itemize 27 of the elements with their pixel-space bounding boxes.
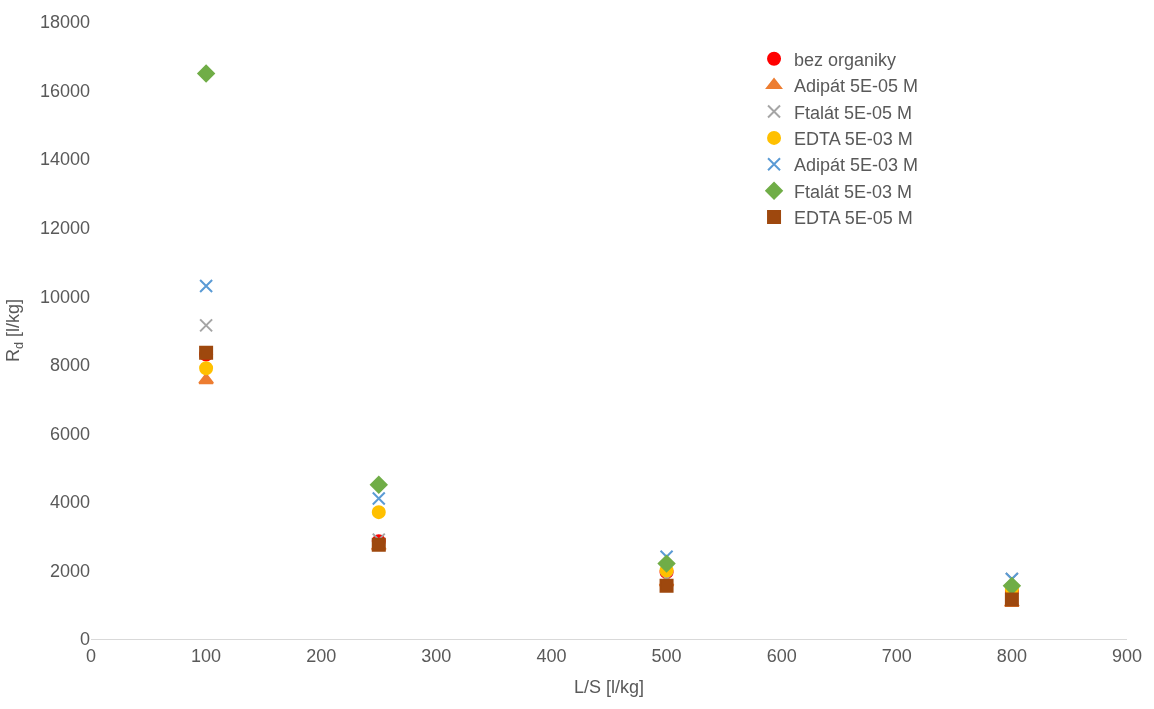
legend-label: bez organiky	[794, 49, 897, 70]
y-tick-label: 2000	[49, 560, 90, 581]
y-tick-label: 10000	[39, 286, 90, 307]
y-tick-label: 12000	[39, 217, 90, 238]
x-tick-label: 800	[996, 645, 1027, 666]
y-tick-label: 0	[79, 629, 90, 650]
x-tick-label: 400	[536, 645, 567, 666]
y-tick-label: 18000	[39, 12, 90, 33]
legend-label: Ftalát 5E-03 M	[794, 181, 913, 202]
x-axis-title: L/S [l/kg]	[573, 676, 645, 697]
y-tick-label: 6000	[49, 423, 90, 444]
legend-label: EDTA 5E-05 M	[794, 208, 913, 229]
x-tick-label: 200	[306, 645, 337, 666]
x-tick-label: 300	[421, 645, 452, 666]
y-tick-label: 4000	[49, 492, 90, 513]
legend-label: Adipát 5E-05 M	[794, 76, 919, 97]
x-tick-label: 600	[766, 645, 797, 666]
x-tick-label: 700	[881, 645, 912, 666]
legend-label: EDTA 5E-03 M	[794, 128, 913, 149]
y-tick-label: 8000	[49, 355, 90, 376]
y-tick-label: 16000	[39, 80, 90, 101]
x-tick-label: 100	[191, 645, 222, 666]
x-tick-label: 900	[1111, 645, 1143, 666]
legend-label: Ftalát 5E-05 M	[794, 102, 913, 123]
x-tick-label: 500	[651, 645, 682, 666]
legend-label: Adipát 5E-03 M	[794, 155, 919, 176]
y-tick-label: 14000	[39, 149, 90, 170]
